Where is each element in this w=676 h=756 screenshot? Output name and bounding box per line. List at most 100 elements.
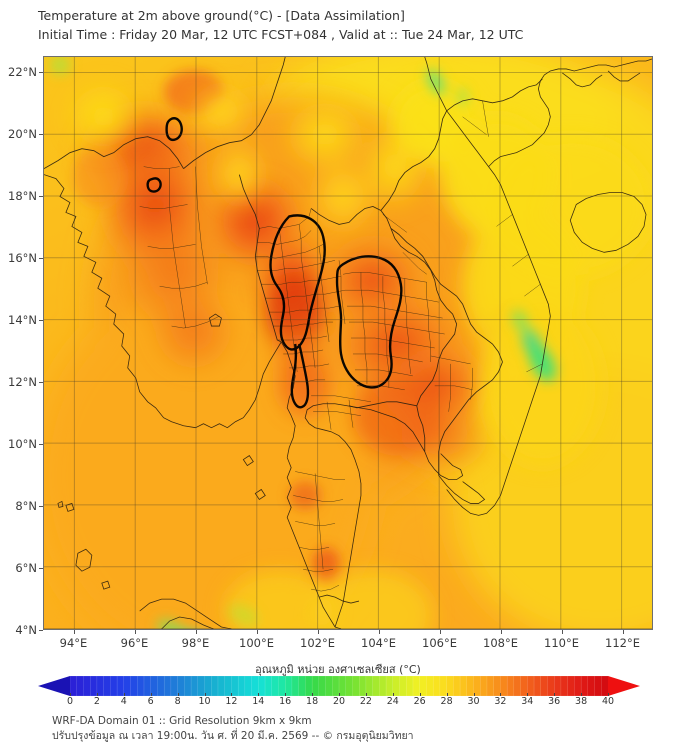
colorbar-tickmark — [473, 693, 475, 696]
colorbar-band — [506, 676, 515, 696]
x-tick-label: 98°E — [181, 636, 210, 650]
y-tick-label: 4°N — [15, 623, 37, 637]
hot-core-contour-layer — [146, 117, 403, 409]
colorbar-band — [69, 676, 78, 696]
x-tickmark — [195, 630, 197, 634]
y-tickmark — [39, 630, 43, 631]
colorbar-tick-label: 6 — [147, 696, 154, 707]
y-tickmark — [39, 505, 43, 507]
colorbar-band — [406, 676, 414, 696]
temperature-map[interactable] — [43, 56, 653, 630]
colorbar-band — [96, 676, 105, 696]
colorbar-band — [184, 676, 192, 696]
colorbar-band — [338, 676, 347, 696]
y-tick-label: 6°N — [15, 560, 37, 575]
y-tick-label: 18°N — [8, 188, 37, 203]
colorbar-band — [291, 676, 300, 696]
colorbar-band — [486, 676, 495, 696]
colorbar-tick-label: 34 — [521, 696, 534, 707]
colorbar-band — [500, 676, 508, 696]
y-tick-label: 22°N — [8, 64, 37, 79]
colorbar-band — [217, 676, 226, 696]
x-tickmark — [256, 630, 258, 634]
colorbar-band — [150, 676, 158, 696]
colorbar-tickmark — [258, 693, 260, 696]
x-tick-label: 110°E — [544, 636, 579, 650]
colorbar-band — [587, 676, 596, 696]
colorbar-band — [365, 676, 374, 696]
colorbar-tick-label: 2 — [93, 696, 100, 707]
x-tickmark — [134, 630, 136, 634]
colorbar-tickmark — [392, 693, 394, 696]
colorbar-body[interactable] — [38, 676, 640, 696]
x-tick-label: 102°E — [300, 636, 335, 650]
chart-footer: WRF-DA Domain 01 :: Grid Resolution 9km … — [52, 714, 652, 744]
colorbar-tickmark — [339, 693, 340, 696]
y-tick-label: 12°N — [8, 374, 37, 389]
colorbar-tick-label: 4 — [120, 696, 127, 707]
colorbar-band — [130, 676, 138, 696]
colorbar-tick-label: 14 — [252, 696, 265, 707]
colorbar-band — [244, 676, 253, 696]
x-tick-label: 112°E — [605, 636, 640, 650]
y-tick-label: 20°N — [8, 126, 37, 141]
colorbar-tick-label: 0 — [66, 696, 74, 707]
x-tick-label: 100°E — [239, 636, 274, 650]
colorbar-tick-label: 40 — [601, 696, 615, 707]
colorbar-band — [231, 676, 239, 696]
colorbar-band — [211, 676, 219, 696]
map-gridlines — [44, 57, 652, 629]
colorbar[interactable]: อุณหภูมิ หน่วย องศาเซลเซียส (°C) 0 2 4 6 8 10… — [0, 660, 676, 708]
colorbar-band — [123, 676, 132, 696]
colorbar-band — [285, 676, 293, 696]
y-tickmark — [39, 443, 43, 445]
x-tick-label: 96°E — [120, 636, 149, 650]
x-tickmark — [439, 630, 441, 634]
colorbar-band — [527, 676, 535, 696]
colorbar-band — [258, 676, 266, 696]
colorbar-tickmark — [150, 693, 152, 696]
colorbar-tick-label: 26 — [413, 696, 426, 707]
chart-header: Temperature at 2m above ground(°C) - [Da… — [38, 6, 658, 44]
y-tickmark — [39, 567, 43, 569]
y-tick-label: 14°N — [8, 312, 37, 327]
colorbar-band — [311, 676, 320, 696]
colorbar-band — [554, 676, 562, 696]
colorbar-tickmark — [177, 693, 179, 696]
colorbar-band — [594, 676, 602, 696]
colorbar-band — [426, 676, 434, 696]
x-tick-label: 106°E — [422, 636, 457, 650]
colorbar-tickmark — [419, 693, 421, 696]
forecast-time-subtitle: Initial Time : Friday 20 Mar, 12 UTC FCS… — [38, 27, 524, 42]
colorbar-band — [177, 676, 185, 696]
colorbar-band — [379, 676, 387, 696]
x-tickmark — [622, 630, 624, 634]
colorbar-gradient — [38, 676, 640, 696]
colorbar-band — [513, 676, 522, 696]
page-title: Temperature at 2m above ground(°C) - [Da… — [38, 8, 405, 23]
colorbar-band — [110, 676, 118, 696]
colorbar-band — [76, 676, 84, 696]
colorbar-band — [372, 676, 380, 696]
colorbar-tickmark — [70, 693, 71, 696]
colorbar-band — [318, 676, 327, 696]
colorbar-title: อุณหภูมิ หน่วย องศาเซลเซียส (°C) — [255, 663, 421, 676]
temperature-field-raster — [44, 57, 652, 629]
colorbar-band — [83, 676, 91, 696]
colorbar-band — [453, 676, 461, 696]
colorbar-tick-label: 8 — [174, 696, 181, 707]
x-tick-label: 108°E — [483, 636, 518, 650]
colorbar-tickmark — [500, 693, 502, 696]
x-tickmark — [73, 630, 75, 634]
colorbar-tick-label: 38 — [575, 696, 588, 707]
colorbar-tickmark — [581, 693, 583, 696]
y-tickmark — [39, 257, 43, 259]
colorbar-band — [137, 676, 145, 696]
colorbar-band — [271, 676, 279, 696]
colorbar-band — [446, 676, 454, 696]
colorbar-band — [533, 676, 542, 696]
x-tickmark — [378, 630, 380, 634]
colorbar-tick-label: 16 — [279, 696, 292, 707]
y-tickmark — [39, 133, 43, 135]
colorbar-band — [325, 676, 333, 696]
